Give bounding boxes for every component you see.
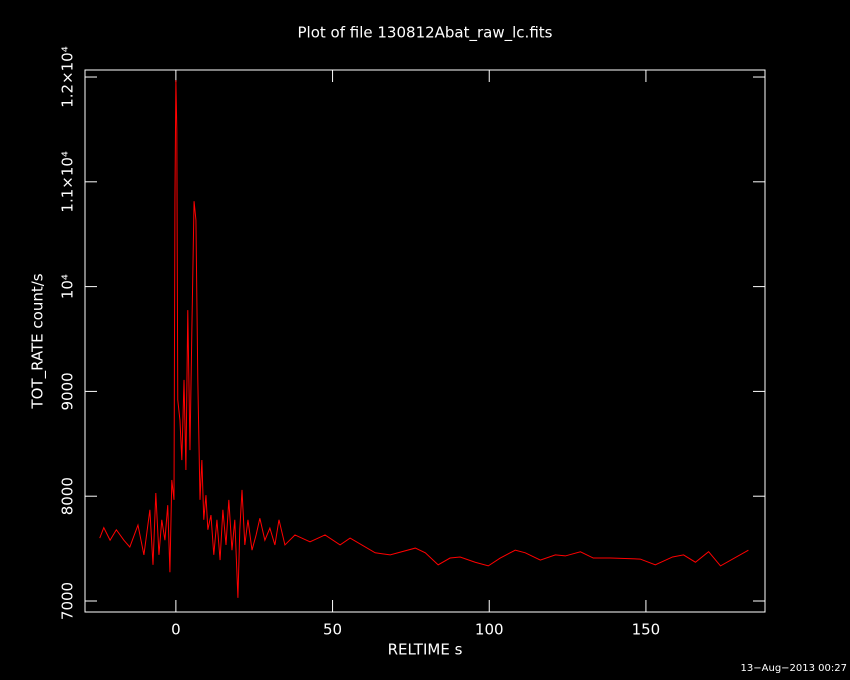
y-tick-label: 9000 bbox=[59, 372, 77, 410]
x-tick-label: 150 bbox=[632, 621, 661, 639]
x-tick-label: 0 bbox=[171, 621, 181, 639]
x-tick-label: 100 bbox=[475, 621, 504, 639]
chart-title: Plot of file 130812Abat_raw_lc.fits bbox=[298, 24, 553, 43]
data-line bbox=[99, 80, 749, 598]
y-axis-label: TOT_RATE count/s bbox=[29, 273, 48, 409]
y-tick-label: 10⁴ bbox=[59, 274, 77, 299]
timestamp: 13−Aug−2013 00:27 bbox=[741, 663, 847, 674]
x-tick-label: 50 bbox=[323, 621, 342, 639]
x-axis-label: RELTIME s bbox=[388, 641, 463, 659]
y-tick-label: 8000 bbox=[59, 477, 77, 515]
plot-frame bbox=[84, 69, 766, 613]
y-tick-label: 1.2×10⁴ bbox=[59, 46, 77, 108]
y-tick-label: 1.1×10⁴ bbox=[59, 151, 77, 213]
y-tick-label: 7000 bbox=[59, 582, 77, 620]
